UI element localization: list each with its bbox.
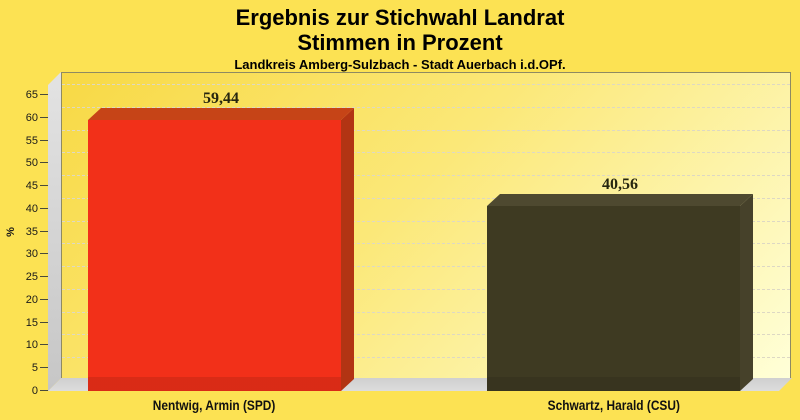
bar-front-face <box>487 206 740 391</box>
gridline <box>62 106 790 108</box>
y-tick-label: 45 <box>25 180 38 193</box>
bar-front-face <box>88 120 341 391</box>
gridline <box>62 334 790 336</box>
y-tick-mark <box>40 162 48 164</box>
y-tick-label: 5 <box>31 362 38 375</box>
y-tick-label: 10 <box>25 339 38 352</box>
y-tick-mark <box>40 298 48 300</box>
y-tick-label: 65 <box>25 89 38 101</box>
y-tick-mark <box>40 207 48 209</box>
gridline <box>62 84 790 85</box>
y-tick-label: 15 <box>25 316 38 329</box>
bar-side-face <box>740 194 753 391</box>
y-tick-mark <box>40 139 48 141</box>
plot-left-wall <box>48 72 61 391</box>
bar-top-face <box>487 194 753 206</box>
y-tick-mark <box>40 344 48 346</box>
gridline <box>62 129 790 131</box>
gridline <box>62 266 790 268</box>
chart-subtitle-region: Landkreis Amberg-Sulzbach - Stadt Auerba… <box>234 57 566 72</box>
gridline <box>62 243 790 245</box>
y-tick-mark <box>40 276 48 278</box>
gridline <box>62 357 790 359</box>
gridline <box>62 311 790 313</box>
y-tick-mark <box>40 253 48 255</box>
gridline <box>62 197 790 199</box>
gridline <box>62 220 790 222</box>
y-tick-label: 50 <box>25 157 38 170</box>
y-tick-mark <box>40 390 48 391</box>
chart-subtitle: Stimmen in Prozent <box>297 30 503 55</box>
gridline <box>62 175 790 177</box>
y-tick-mark <box>40 185 48 187</box>
y-tick-label: 20 <box>25 293 38 306</box>
y-tick-mark <box>40 367 48 369</box>
gridline <box>62 288 790 290</box>
gridline <box>62 152 790 154</box>
chart-title: Ergebnis zur Stichwahl Landrat <box>235 5 565 30</box>
bar-side-face <box>341 108 354 391</box>
bar-top-face <box>88 108 354 120</box>
category-label: Schwartz, Harald (CSU) <box>464 397 764 413</box>
y-tick-label: 0 <box>31 385 38 397</box>
category-label-text: Schwartz, Harald (CSU) <box>547 397 680 413</box>
y-tick-label: 30 <box>25 248 38 261</box>
y-tick-label: 60 <box>25 111 38 124</box>
y-tick-label: 35 <box>25 225 38 238</box>
y-tick-mark <box>40 116 48 118</box>
y-tick-label: 40 <box>25 202 38 215</box>
category-label-text: Nentwig, Armin (SPD) <box>153 397 276 413</box>
y-tick-mark <box>40 321 48 323</box>
category-label: Nentwig, Armin (SPD) <box>65 397 365 413</box>
y-tick-label: 55 <box>25 134 38 147</box>
y-tick-mark <box>40 94 48 95</box>
bar-value-label: 40,56 <box>602 176 638 193</box>
y-tick-mark <box>40 230 48 232</box>
bar-value-label: 59,44 <box>203 90 239 107</box>
y-tick-label: 25 <box>25 271 38 284</box>
